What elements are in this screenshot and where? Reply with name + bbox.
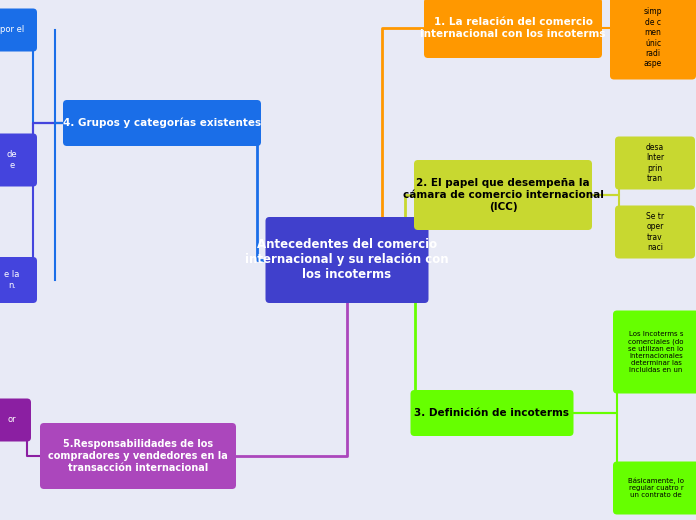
Text: 3. Definición de incoterms: 3. Definición de incoterms: [415, 408, 569, 418]
Text: por el: por el: [0, 25, 24, 34]
FancyBboxPatch shape: [411, 390, 574, 436]
FancyBboxPatch shape: [0, 257, 37, 303]
Text: e la
n.: e la n.: [4, 270, 19, 290]
FancyBboxPatch shape: [424, 0, 602, 58]
FancyBboxPatch shape: [40, 423, 236, 489]
Text: 4. Grupos y categorías existentes: 4. Grupos y categorías existentes: [63, 118, 261, 128]
Text: desa
Inter
prin
tran: desa Inter prin tran: [646, 143, 664, 183]
FancyBboxPatch shape: [63, 100, 261, 146]
FancyBboxPatch shape: [0, 398, 31, 441]
Text: Básicamente, lo
regular cuatro r
un contrato de: Básicamente, lo regular cuatro r un cont…: [628, 478, 684, 498]
Text: 5.Responsabilidades de los
compradores y vendedores en la
transacción internacio: 5.Responsabilidades de los compradores y…: [48, 439, 228, 473]
Text: or: or: [8, 415, 16, 424]
FancyBboxPatch shape: [414, 160, 592, 230]
FancyBboxPatch shape: [0, 8, 37, 51]
Text: de
e: de e: [7, 150, 17, 170]
FancyBboxPatch shape: [613, 310, 696, 394]
Text: simp
de c
men
únic
radi
aspe: simp de c men únic radi aspe: [644, 7, 663, 69]
Text: Antecedentes del comercio
internacional y su relación con
los incoterms: Antecedentes del comercio internacional …: [245, 239, 449, 281]
FancyBboxPatch shape: [0, 134, 37, 187]
FancyBboxPatch shape: [610, 0, 696, 80]
Text: 2. El papel que desempeña la
cámara de comercio internacional
(ICC): 2. El papel que desempeña la cámara de c…: [402, 178, 603, 212]
FancyBboxPatch shape: [613, 462, 696, 514]
Text: Los Incoterms s
comerciales (do
se utilizan en lo
Internacionales
determinar las: Los Incoterms s comerciales (do se utili…: [628, 331, 683, 373]
FancyBboxPatch shape: [615, 136, 695, 189]
FancyBboxPatch shape: [615, 205, 695, 258]
Text: 1. La relación del comercio
internacional con los incoterms: 1. La relación del comercio internaciona…: [420, 17, 606, 39]
Text: Se tr
oper
trav
naci: Se tr oper trav naci: [646, 212, 664, 252]
FancyBboxPatch shape: [265, 217, 429, 303]
